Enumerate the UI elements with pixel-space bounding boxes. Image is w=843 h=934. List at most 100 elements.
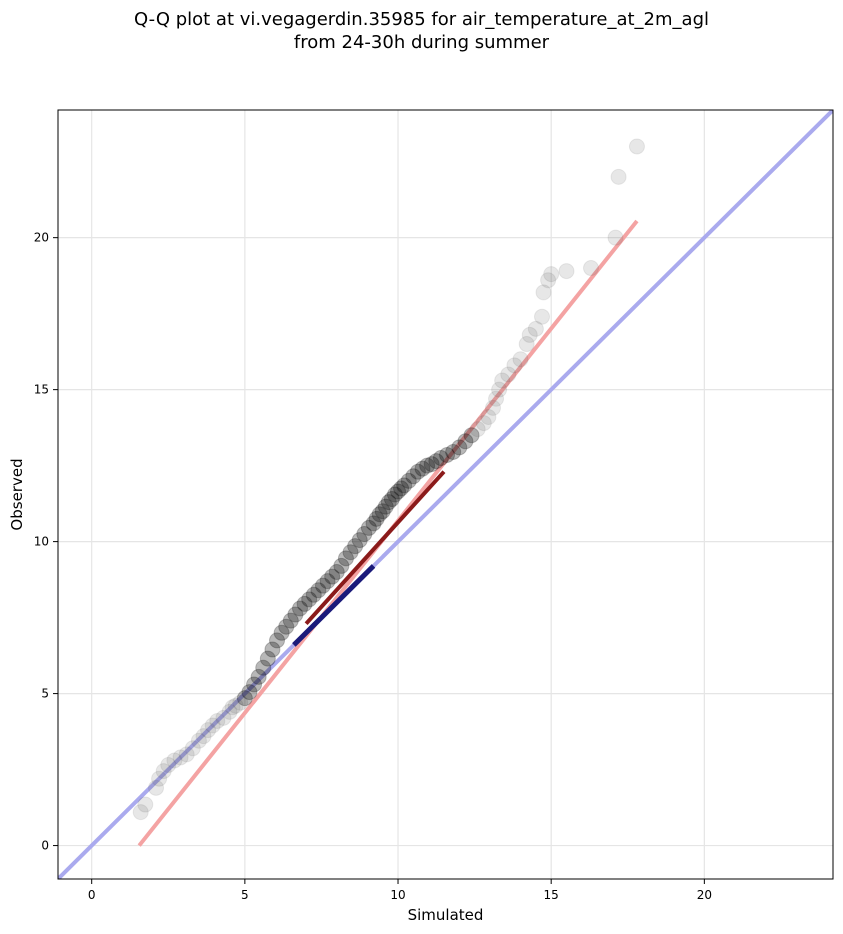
data-point [457,433,474,450]
data-point [259,650,276,667]
data-point [155,763,172,780]
data-point [432,450,449,467]
data-point [360,519,377,536]
data-point [342,544,359,561]
data-point [484,399,501,416]
data-point [396,477,413,494]
data-point [273,624,290,641]
x-tick-label: 20 [697,888,712,902]
data-point [204,717,221,734]
data-point [500,366,517,383]
data-point [386,486,403,503]
data-point [383,491,400,508]
x-tick-label: 0 [88,888,96,902]
data-point [310,582,327,599]
data-point [190,732,207,749]
data-point [414,460,431,477]
y-tick-label: 0 [41,839,49,853]
data-point [224,699,241,716]
data-point [377,498,394,515]
data-point [371,506,388,523]
data-point [215,709,232,726]
data-point [583,260,600,277]
data-point [200,722,217,739]
data-point [160,757,177,774]
identity-line [58,110,833,879]
data-point [445,443,462,460]
x-axis-label: Simulated [408,906,484,924]
data-point [491,381,508,398]
data-point [351,532,368,549]
y-tick-label: 5 [41,687,49,701]
data-point [521,326,538,343]
fit-line-dense-segment [304,470,446,626]
data-point [533,308,550,325]
x-tick-label: 5 [241,888,249,902]
data-point [469,421,486,438]
data-point [374,503,391,520]
data-point [221,703,238,720]
data-point [137,796,154,813]
data-point [178,746,195,763]
data-point [166,752,183,769]
data-point [400,472,417,489]
data-point [518,336,535,353]
data-point [184,740,201,757]
identity-line-dense-segment [292,564,376,647]
data-point [236,690,253,707]
chart-title-line-2: from 24-30h during summer [294,32,550,53]
data-point [423,456,440,473]
data-point [278,618,295,635]
data-point [250,668,267,685]
ticks-layer: 0 5 10 15 20 0 5 10 15 20 [34,231,712,902]
data-point [405,468,422,485]
data-point [172,749,189,766]
data-point [494,372,511,389]
data-point [480,408,497,425]
data-point [390,483,407,500]
y-tick-label: 15 [34,383,49,397]
plot-frame [57,109,834,880]
data-point [301,591,318,608]
data-point [347,538,364,555]
data-point [607,229,624,246]
data-point [296,595,313,612]
y-tick-label: 10 [34,535,49,549]
data-point [227,697,244,714]
data-point [148,779,165,796]
data-point [209,712,226,729]
data-point [246,676,263,693]
chart-title: Q-Q plot at vi.vegagerdin.35985 for air_… [134,9,709,53]
data-point [264,641,281,658]
data-point [151,770,168,787]
data-point [451,439,468,456]
chart-title-line-1: Q-Q plot at vi.vegagerdin.35985 for air_… [134,9,709,30]
data-point [195,728,212,745]
data-point [365,515,382,532]
data-point [540,272,557,289]
y-tick-label: 20 [34,231,49,245]
data-point [475,415,492,432]
data-point [241,684,258,701]
data-point [558,263,575,280]
data-point [428,453,445,470]
data-point [512,351,529,368]
data-point [333,557,350,574]
data-point [380,494,397,511]
data-point [269,632,286,649]
data-point [409,463,426,480]
data-point [328,564,345,581]
data-point [543,266,560,283]
x-tick-label: 15 [544,888,559,902]
plot-layer [58,110,833,879]
data-point [305,586,322,603]
data-point [527,320,544,337]
data-point [419,457,436,474]
data-point [488,390,505,407]
data-point [287,606,304,623]
data-point [324,568,341,585]
data-point [356,526,373,543]
data-point [132,804,149,821]
